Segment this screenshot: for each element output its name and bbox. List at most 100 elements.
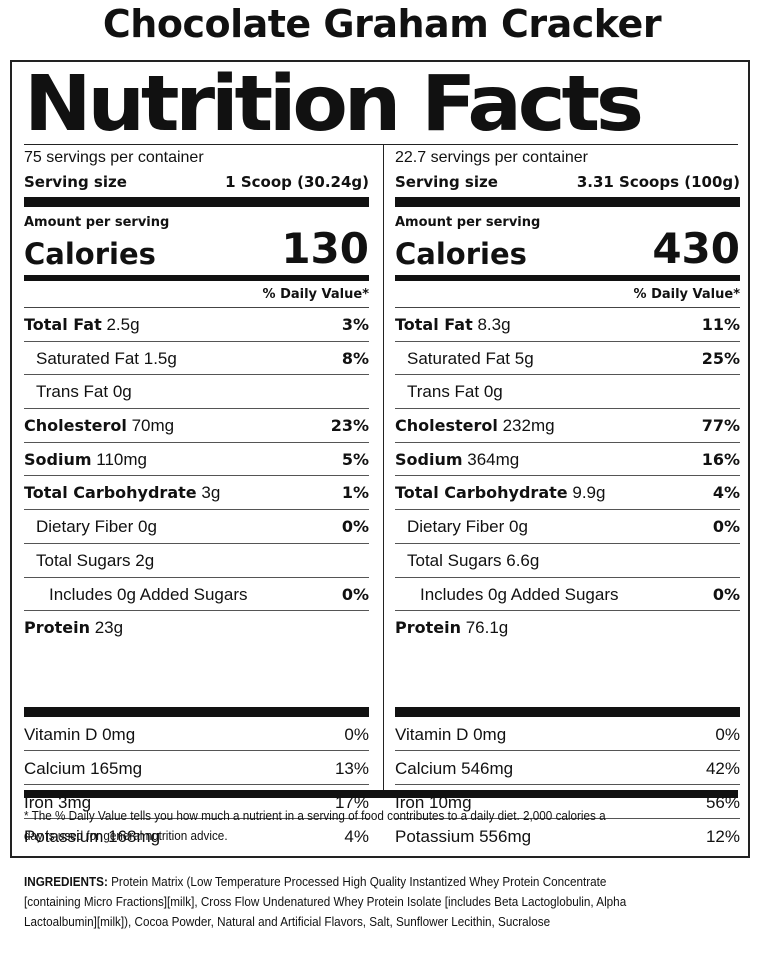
nutrient-row-protein: Protein 76.1g xyxy=(395,611,740,645)
nutrient-list: Total Fat 2.5g 3% Saturated Fat 1.5g 8% … xyxy=(24,308,369,645)
vitamin-name: Vitamin D 0mg xyxy=(395,725,507,744)
nutrient-name: Saturated Fat xyxy=(36,348,140,368)
serving-size-label: Serving size xyxy=(395,173,498,191)
nutrient-daily-value: 11% xyxy=(701,315,740,334)
nutrient-row-total-fat: Total Fat 2.5g 3% xyxy=(24,308,369,342)
nutrient-amount: 110mg xyxy=(96,449,147,469)
nutrient-daily-value: 1% xyxy=(341,483,369,503)
nutrition-facts-panel: Nutrition Facts 75 servings per containe… xyxy=(10,60,750,858)
nutrient-name: Total Carbohydrate xyxy=(395,483,568,503)
ingredients-statement: INGREDIENTS: Protein Matrix (Low Tempera… xyxy=(24,872,735,932)
calories-label: Calories xyxy=(24,237,156,271)
nutrient-name: Includes 0g Added Sugars xyxy=(49,584,248,604)
nutrient-row-cholesterol: Cholesterol 70mg 23% xyxy=(24,409,369,443)
divider xyxy=(395,275,740,281)
nutrient-row-cholesterol: Cholesterol 232mg 77% xyxy=(395,409,740,443)
nutrient-amount: 6.6g xyxy=(506,550,540,570)
nutrient-row-total-carbohydrate: Total Carbohydrate 3g 1% xyxy=(24,476,369,511)
servings-per-container: 75 servings per container xyxy=(24,149,204,166)
nutrient-daily-value: 0% xyxy=(341,517,369,537)
footnote-line: * The % Daily Value tells you how much a… xyxy=(24,808,606,823)
nutrient-daily-value: 5% xyxy=(341,449,369,469)
vitamin-name: Potassium 168mg xyxy=(24,827,161,846)
calories-row: Calories 430 xyxy=(395,226,740,274)
serving-size-value: 3.31 Scoops (100g) xyxy=(576,173,740,191)
divider xyxy=(24,197,369,207)
vitamin-row-vitamin-d: Vitamin D 0mg 0% xyxy=(24,717,369,751)
nutrient-name: Total Carbohydrate xyxy=(24,483,197,503)
nutrient-name: Dietary Fiber xyxy=(36,517,134,537)
divider xyxy=(24,307,369,308)
vitamin-name: Calcium 546mg xyxy=(395,759,514,778)
daily-value-header: % Daily Value* xyxy=(633,287,740,302)
nutrient-name: Sodium xyxy=(24,449,92,469)
nutrient-amount: 23g xyxy=(94,618,124,638)
ingredients-line: Lactoalbumin][milk]), Cocoa Powder, Natu… xyxy=(24,914,551,929)
nutrient-daily-value: 3% xyxy=(341,315,369,334)
nutrient-name: Protein xyxy=(395,618,461,638)
nutrient-amount: 9.9g xyxy=(572,483,606,503)
nutrient-row-total-sugars: Total Sugars 6.6g xyxy=(395,544,740,578)
nutrient-row-protein: Protein 23g xyxy=(24,611,369,645)
vitamin-daily-value: 4% xyxy=(344,827,369,846)
divider xyxy=(24,707,369,717)
nutrient-amount: 3g xyxy=(201,483,221,503)
nutrient-amount: 2.5g xyxy=(106,315,140,334)
vitamin-daily-value: 0% xyxy=(344,725,369,744)
column-divider xyxy=(383,144,384,790)
ingredients-label: INGREDIENTS: xyxy=(24,874,108,889)
ingredients-line: INGREDIENTS: Protein Matrix (Low Tempera… xyxy=(24,872,735,892)
amount-per-serving-label: Amount per serving xyxy=(395,215,541,230)
nutrient-daily-value: 23% xyxy=(330,416,369,436)
nutrient-row-dietary-fiber: Dietary Fiber 0g 0% xyxy=(24,510,369,544)
vitamin-daily-value: 12% xyxy=(705,827,740,846)
nutrient-daily-value: 0% xyxy=(341,584,369,604)
serving-size-row: Serving size 3.31 Scoops (100g) xyxy=(395,171,740,193)
nutrient-name: Total Sugars xyxy=(407,550,502,570)
nutrient-name: Dietary Fiber xyxy=(407,517,505,537)
divider xyxy=(395,197,740,207)
nutrient-amount: 0g xyxy=(138,517,157,537)
nutrient-daily-value: 25% xyxy=(701,348,740,368)
vitamin-daily-value: 0% xyxy=(715,725,740,744)
nutrient-row-saturated-fat: Saturated Fat 5g 25% xyxy=(395,342,740,376)
nutrient-row-trans-fat: Trans Fat 0g xyxy=(24,375,369,410)
serving-size-row: Serving size 1 Scoop (30.24g) xyxy=(24,171,369,193)
nutrient-name: Cholesterol xyxy=(24,416,127,436)
nutrient-name: Sodium xyxy=(395,449,463,469)
vitamin-name: Vitamin D 0mg xyxy=(24,725,136,744)
nutrient-amount: 364mg xyxy=(467,449,520,469)
nutrient-name: Cholesterol xyxy=(395,416,498,436)
nutrient-amount: 5g xyxy=(514,348,534,368)
nutrient-amount: 8.3g xyxy=(477,315,511,334)
nutrient-daily-value: 16% xyxy=(701,449,740,469)
calories-row: Calories 130 xyxy=(24,226,369,274)
divider xyxy=(24,790,738,798)
nutrient-row-dietary-fiber: Dietary Fiber 0g 0% xyxy=(395,510,740,544)
nutrient-name: Trans Fat xyxy=(407,382,480,402)
nutrient-daily-value: 77% xyxy=(701,416,740,436)
calories-label: Calories xyxy=(395,237,527,271)
divider xyxy=(395,307,740,308)
amount-per-serving-label: Amount per serving xyxy=(24,215,170,230)
divider xyxy=(395,707,740,717)
nutrient-amount: 2g xyxy=(135,550,155,570)
serving-size-label: Serving size xyxy=(24,173,127,191)
vitamin-row-vitamin-d: Vitamin D 0mg 0% xyxy=(395,717,740,751)
vitamin-row-calcium: Calcium 165mg 13% xyxy=(24,751,369,785)
vitamin-name: Calcium 165mg xyxy=(24,759,143,778)
nutrient-name: Total Fat xyxy=(24,315,102,334)
daily-value-header: % Daily Value* xyxy=(262,287,369,302)
vitamin-row-potassium: Potassium 168mg 4% xyxy=(24,819,369,853)
ingredients-line: [containing Micro Fractions][milk], Cros… xyxy=(24,894,627,909)
nutrient-daily-value: 0% xyxy=(712,517,740,537)
nutrient-name: Total Fat xyxy=(395,315,473,334)
nutrient-row-saturated-fat: Saturated Fat 1.5g 8% xyxy=(24,342,369,376)
nutrient-amount: 0g xyxy=(509,517,528,537)
ingredients-text: Protein Matrix (Low Temperature Processe… xyxy=(111,874,607,889)
vitamin-row-potassium: Potassium 556mg 12% xyxy=(395,819,740,853)
nutrient-row-added-sugars: Includes 0g Added Sugars 0% xyxy=(24,578,369,612)
nutrient-row-total-sugars: Total Sugars 2g xyxy=(24,544,369,578)
panel-title: Nutrition Facts xyxy=(24,60,644,149)
nutrient-name: Includes 0g Added Sugars xyxy=(420,584,619,604)
